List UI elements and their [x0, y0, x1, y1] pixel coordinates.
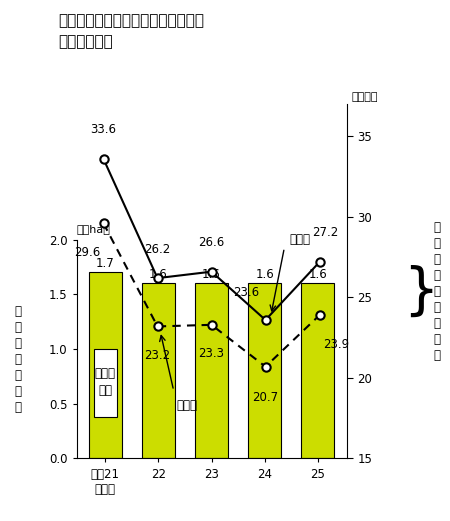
Text: 収穫量: 収穫量 — [290, 233, 311, 246]
Bar — [195, 283, 228, 458]
Text: （千ha）: （千ha） — [76, 224, 110, 234]
Text: 出荷量: 出荷量 — [176, 399, 198, 412]
Text: 1.6: 1.6 — [202, 268, 221, 281]
Text: }: } — [403, 265, 438, 319]
Bar — [248, 283, 281, 458]
Bar — [142, 283, 175, 458]
Text: （
収
穫
量
・
出
荷
量
）: （ 収 穫 量 ・ 出 荷 量 ） — [433, 221, 440, 362]
Text: 23.9: 23.9 — [323, 338, 349, 351]
Text: 26.6: 26.6 — [198, 236, 225, 249]
Text: 26.2: 26.2 — [144, 243, 171, 256]
Text: 20.7: 20.7 — [252, 391, 279, 404]
Text: 27.2: 27.2 — [312, 227, 338, 240]
Text: 29.6: 29.6 — [74, 246, 100, 259]
Text: 結果樹
面積: 結果樹 面積 — [95, 367, 116, 397]
Text: （千ｔ）: （千ｔ） — [351, 92, 378, 102]
FancyBboxPatch shape — [94, 349, 117, 417]
Bar — [302, 283, 334, 458]
Text: 1.7: 1.7 — [96, 257, 115, 270]
Bar — [89, 272, 122, 458]
Text: 33.6: 33.6 — [90, 123, 117, 137]
Text: 23.3: 23.3 — [198, 348, 225, 361]
Text: 23.6: 23.6 — [234, 286, 260, 299]
Text: 1.6: 1.6 — [308, 268, 327, 281]
Text: （
結
果
樹
面
積
）: （ 結 果 樹 面 積 ） — [14, 305, 22, 414]
Text: 23.2: 23.2 — [144, 349, 171, 362]
Text: 1.6: 1.6 — [255, 268, 274, 281]
Text: 1.6: 1.6 — [149, 268, 168, 281]
Text: 西洋なしの結果樹面積、収穫量及び
出荷量の推移: 西洋なしの結果樹面積、収穫量及び 出荷量の推移 — [58, 13, 204, 49]
